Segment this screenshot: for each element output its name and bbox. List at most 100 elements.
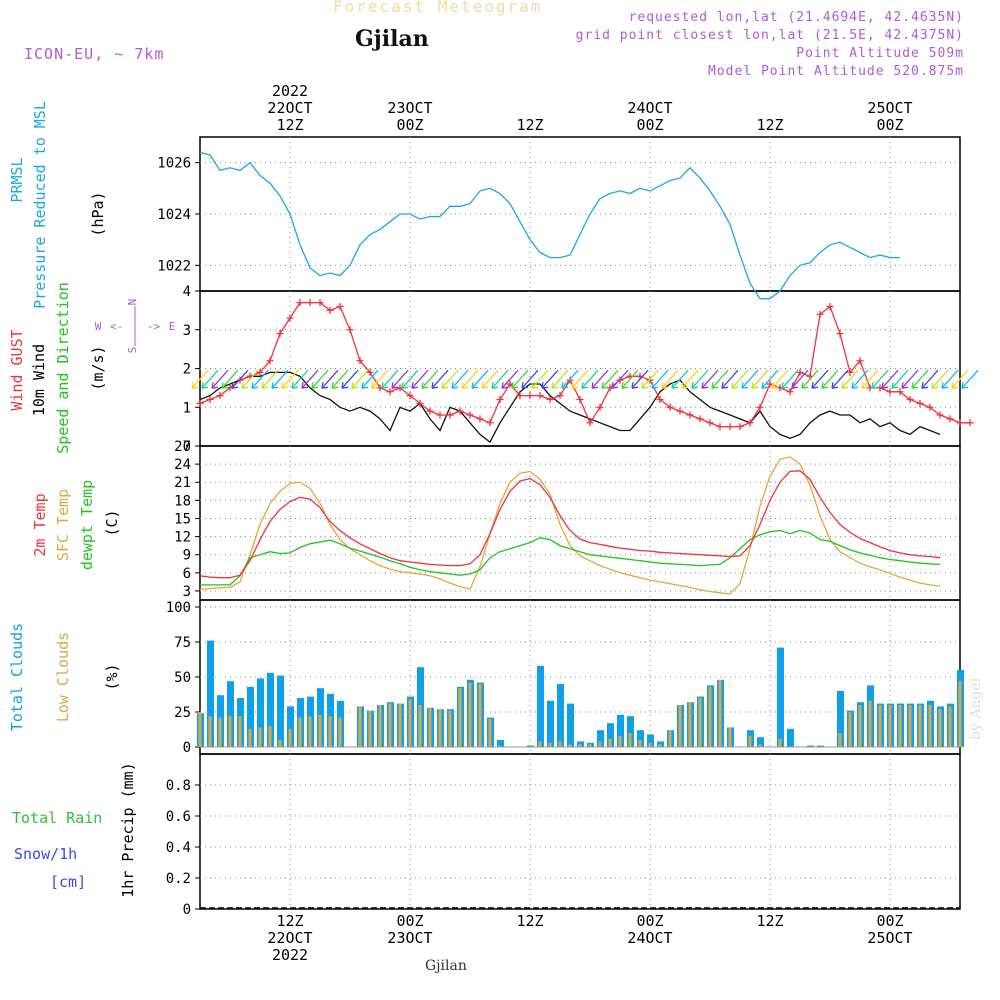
wind-barb	[901, 369, 919, 389]
wind-unit: (m/s)	[89, 345, 107, 390]
wind-barb-head	[891, 382, 899, 389]
wind-barb-head	[811, 382, 819, 389]
gust-line	[199, 301, 970, 428]
wind-barb-head	[371, 382, 379, 389]
wind-barb	[551, 369, 569, 389]
low-cloud-bar	[638, 740, 642, 747]
gust-marker	[486, 419, 494, 427]
wind-line	[199, 371, 941, 444]
ytick-label-clouds-3: 75	[174, 635, 191, 651]
sfc-temp-line	[199, 456, 941, 595]
gust-marker	[746, 419, 754, 427]
wind-barb	[191, 369, 209, 389]
wind-barb-head	[961, 382, 969, 389]
gust-marker	[726, 423, 734, 431]
low-cloud-bar	[248, 728, 252, 747]
wind-barb-head	[651, 382, 659, 389]
wind-barb	[951, 369, 969, 389]
total-cloud-bar	[257, 678, 264, 747]
low-cloud-bar	[578, 744, 582, 747]
wind-barb-head	[231, 382, 239, 389]
top-time-label-1-1: 00Z	[396, 116, 423, 134]
gust-marker	[886, 388, 894, 396]
wind-barb-head	[701, 382, 709, 389]
wind-barb	[341, 369, 359, 389]
gust-marker	[686, 411, 694, 419]
low-cloud-bar	[598, 741, 602, 747]
low-cloud-bar	[778, 738, 782, 747]
low-cloud-bar	[878, 705, 882, 747]
wind-barb-head	[871, 382, 879, 389]
wind-barb	[251, 369, 269, 389]
wind-barb-head	[591, 382, 599, 389]
wind-barb	[621, 369, 639, 389]
low-cloud-bar	[948, 706, 952, 747]
wind-barb	[331, 369, 349, 389]
model-altitude: Model Point Altitude 520.875m	[708, 64, 964, 79]
bottom-time-label-3-0: 00Z	[636, 912, 663, 930]
ytick-label-temperature-8: 27	[174, 439, 191, 455]
total-cloud-bar	[597, 730, 604, 747]
wind-barb-head	[931, 382, 939, 389]
compass-north: N	[126, 299, 139, 306]
wind-barb-head	[341, 382, 349, 389]
gust-marker	[826, 303, 834, 310]
cloud-label-total: Total Clouds	[8, 623, 26, 731]
low-cloud-bar	[208, 716, 212, 747]
bottom-time-label-2-0: 12Z	[516, 912, 543, 930]
total-cloud-bar	[617, 714, 624, 747]
ytick-label-wind-4: 4	[183, 284, 191, 300]
ytick-label-wind-3: 3	[183, 323, 191, 339]
low-cloud-bar	[628, 733, 632, 747]
ytick-label-temperature-4: 15	[174, 511, 191, 527]
bottom-time-label-5-0: 00Z	[876, 912, 903, 930]
precip-label-snow: Snow/1h	[14, 845, 77, 863]
wind-barb	[381, 369, 399, 389]
ytick-label-temperature-6: 21	[174, 475, 191, 491]
wind-barb	[321, 369, 339, 389]
gust-marker	[786, 388, 794, 396]
wind-label-gust: Wind GUST	[8, 329, 26, 410]
ytick-label-pressure-2: 1026	[157, 156, 191, 172]
low-cloud-bar	[928, 705, 932, 747]
ytick-label-clouds-2: 50	[174, 670, 191, 686]
ytick-label-wind-1: 1	[183, 400, 191, 416]
wind-barb	[201, 369, 219, 389]
top-time-label-5-1: 00Z	[876, 116, 903, 134]
wind-barb	[961, 369, 979, 389]
wind-barb	[601, 369, 619, 389]
wind-barb-head	[721, 382, 729, 389]
ytick-label-temperature-0: 3	[183, 584, 191, 600]
gust-marker	[926, 403, 934, 411]
gust-marker	[596, 403, 604, 411]
total-cloud-bar	[757, 737, 764, 747]
low-cloud-bar	[458, 688, 462, 747]
low-cloud-bar	[858, 705, 862, 747]
wind-barb-head	[411, 382, 419, 389]
gust-marker	[576, 396, 584, 403]
wind-barb-head	[251, 382, 259, 389]
wind-barb	[801, 369, 819, 389]
wind-barb	[841, 369, 859, 389]
wind-barb-head	[911, 382, 919, 389]
low-cloud-bar	[958, 681, 962, 747]
low-cloud-bar	[468, 682, 472, 747]
gust-marker	[676, 407, 684, 415]
wind-barb	[281, 369, 299, 389]
wind-barb-head	[801, 382, 809, 389]
wind-barb-head	[321, 382, 329, 389]
ytick-label-temperature-5: 18	[174, 493, 191, 509]
low-cloud-bar	[258, 727, 262, 747]
wind-barb-head	[671, 382, 679, 389]
wind-barb	[941, 369, 959, 389]
low-cloud-bar	[378, 705, 382, 747]
wind-barb	[571, 369, 589, 389]
gust-marker	[456, 407, 464, 415]
wind-barb	[451, 369, 469, 389]
wind-barb-head	[571, 382, 579, 389]
wind-barb-head	[661, 382, 669, 389]
wind-barb-head	[491, 382, 499, 389]
low-cloud-bar	[368, 710, 372, 747]
panel-frame-precip	[199, 753, 961, 910]
